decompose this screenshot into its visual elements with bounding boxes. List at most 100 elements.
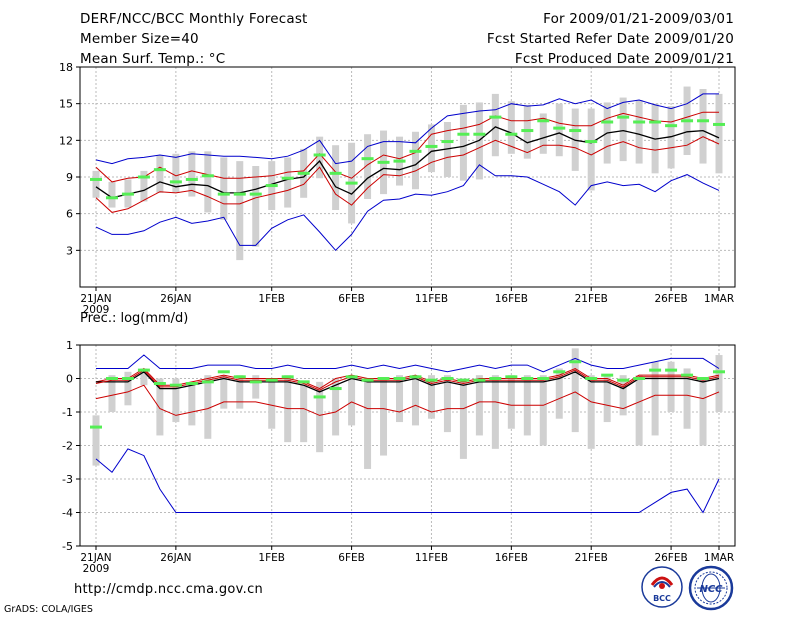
- temp-observed-marker: [617, 115, 630, 119]
- temp-observed-marker: [489, 115, 502, 119]
- precip-spread-box: [300, 385, 308, 443]
- precip-ytick-label: -3: [62, 473, 73, 486]
- precip-xtick-label: 1MAR: [704, 552, 734, 564]
- precip-xtick-label: 16FEB: [495, 552, 528, 564]
- temp-spread-box: [699, 89, 707, 164]
- precip-xtick-label: 11FEB: [415, 552, 448, 564]
- temp-xtick-label: 1MAR: [704, 293, 734, 305]
- temp-xtick-label: 11FEB: [415, 293, 448, 305]
- temp-observed-marker: [281, 176, 294, 180]
- precip-spread-box: [156, 378, 164, 436]
- precip-spread-box: [396, 375, 404, 423]
- precip-spread-box: [188, 381, 196, 426]
- precip-observed-marker: [553, 370, 566, 374]
- bcc-logo: BCC: [641, 566, 683, 608]
- forecast-start-date: Fcst Started Refer Date 2009/01/20: [486, 31, 734, 47]
- precip-spread-box: [683, 368, 691, 429]
- precip-observed-marker: [665, 368, 678, 372]
- precip-observed-marker: [441, 377, 454, 380]
- grads-credit: GrADS: COLA/IGES: [4, 604, 93, 615]
- precip-spread-box: [220, 375, 228, 409]
- temp-spread-box: [220, 157, 228, 220]
- temp-spread-box: [459, 104, 467, 181]
- temp-observed-marker: [377, 160, 390, 164]
- precip-spread-box: [555, 368, 563, 419]
- temp-ytick-label: 18: [59, 61, 73, 74]
- precip-xtick-label-year: 2009: [83, 563, 110, 575]
- bcc-logo-text: BCC: [653, 594, 671, 603]
- precip-ytick-label: -5: [62, 540, 73, 553]
- precip-observed-marker: [217, 370, 230, 374]
- temp-observed-marker: [505, 132, 518, 136]
- temp-observed-marker: [697, 119, 710, 123]
- precip-observed-marker: [409, 375, 422, 379]
- precip-xtick-label: 21JAN: [80, 552, 111, 564]
- precip-observed-marker: [713, 370, 725, 374]
- forecast-produced-date: Fcst Produced Date 2009/01/21: [514, 51, 734, 67]
- precip-series-min: [95, 448, 720, 514]
- precip-series-upper: [95, 367, 720, 390]
- precip-xtick-label: 1FEB: [258, 552, 285, 564]
- precip-spread-box: [667, 361, 675, 412]
- precip-spread-box: [491, 375, 499, 449]
- temp-observed-marker: [665, 124, 678, 128]
- precip-observed-marker: [537, 377, 550, 380]
- temp-xtick-label: 21FEB: [575, 293, 608, 305]
- precip-spread-box: [539, 375, 547, 446]
- precip-spread-box: [699, 378, 707, 446]
- precip-observed-marker: [329, 387, 342, 391]
- precip-spread-box: [651, 361, 659, 436]
- forecast-period: For 2009/01/21-2009/03/01: [543, 11, 734, 27]
- temp-observed-marker: [249, 192, 262, 196]
- temp-series-min: [95, 164, 720, 252]
- precip-spread-box: [635, 375, 643, 446]
- temp-observed-marker: [681, 119, 694, 123]
- precip-ytick-label: -1: [62, 406, 73, 419]
- precip-spread-box: [715, 355, 723, 412]
- precip-spread-box: [172, 378, 180, 423]
- precip-series-lower: [95, 384, 720, 416]
- temp-spread-box: [619, 97, 627, 162]
- temp-spread-box: [92, 170, 100, 198]
- precip-observed-marker: [457, 378, 470, 382]
- temp-observed-marker: [409, 149, 422, 153]
- precip-series-median: [96, 370, 720, 393]
- temp-ytick-label: 15: [59, 98, 73, 111]
- temp-observed-marker: [441, 140, 454, 144]
- precip-observed-marker: [313, 395, 326, 399]
- precip-spread-box: [316, 381, 324, 453]
- precip-spread-box: [619, 375, 627, 416]
- temp-xtick-label: 21JAN: [80, 293, 111, 305]
- precip-observed-marker: [489, 377, 502, 380]
- precip-observed-marker: [649, 368, 662, 372]
- variable-label: Mean Surf. Temp.: °C: [80, 51, 226, 67]
- temp-spread-box: [587, 108, 595, 191]
- temp-observed-marker: [713, 122, 725, 126]
- precip-observed-marker: [425, 378, 438, 382]
- precip-observed-marker: [473, 378, 486, 382]
- precip-observed-marker: [633, 377, 646, 380]
- temp-spread-box: [539, 113, 547, 154]
- temp-spread-box: [364, 134, 372, 199]
- temp-observed-marker: [233, 192, 246, 196]
- temp-series-max: [95, 93, 719, 165]
- precip-observed-marker: [137, 368, 150, 372]
- temp-spread-box: [236, 161, 244, 261]
- precip-observed-marker: [345, 375, 358, 379]
- precip-observed-marker: [169, 383, 182, 387]
- precip-spread-box: [443, 375, 451, 433]
- precip-spread-box: [124, 371, 132, 406]
- precip-spread-box: [427, 375, 435, 419]
- source-url[interactable]: http://cmdp.ncc.cma.gov.cn: [74, 582, 264, 597]
- temp-observed-marker: [537, 119, 550, 123]
- precip-observed-marker: [153, 382, 166, 386]
- precip-spread-box: [571, 348, 579, 433]
- temp-series-upper: [95, 111, 719, 183]
- temp-spread-box: [332, 145, 340, 210]
- precip-observed-marker: [361, 378, 374, 382]
- temp-observed-marker: [137, 175, 150, 179]
- temp-observed-marker: [425, 144, 438, 148]
- temp-xtick-label: 6FEB: [338, 293, 365, 305]
- temp-spread-box: [635, 100, 643, 164]
- precip-observed-marker: [105, 377, 118, 380]
